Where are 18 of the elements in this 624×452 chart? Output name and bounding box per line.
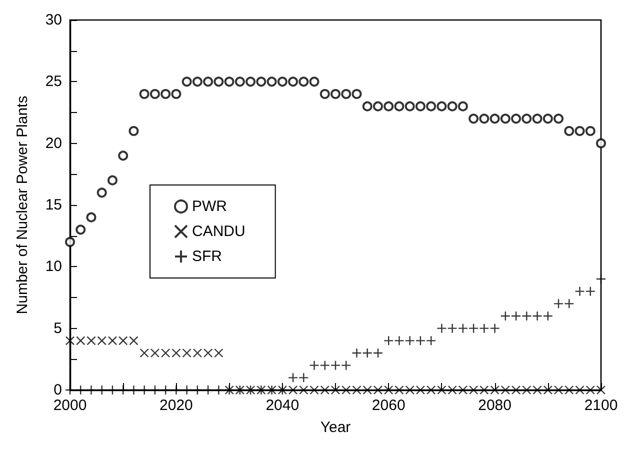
- x-tick-label: 2020: [160, 397, 193, 414]
- x-tick-label: 2040: [266, 397, 300, 414]
- x-tick-label: 2100: [584, 397, 618, 414]
- y-tick-label: 0: [54, 382, 62, 398]
- y-tick-label: 25: [45, 73, 62, 90]
- y-axis-title: Number of Nuclear Power Plants: [14, 96, 31, 314]
- legend-label: CANDU: [192, 223, 246, 240]
- y-tick-label: 30: [45, 12, 62, 28]
- x-tick-label: 2080: [478, 397, 512, 414]
- x-axis-title: Year: [320, 419, 351, 436]
- legend-label: SFR: [192, 248, 222, 265]
- y-tick-label: 10: [45, 258, 62, 276]
- y-tick-label: 20: [45, 134, 62, 152]
- legend-label: PWR: [192, 198, 228, 215]
- x-tick-label: 2000: [53, 397, 87, 414]
- x-tick-label: 2060: [372, 397, 406, 414]
- y-tick-label: 15: [45, 196, 62, 214]
- y-tick-label: 5: [54, 320, 62, 337]
